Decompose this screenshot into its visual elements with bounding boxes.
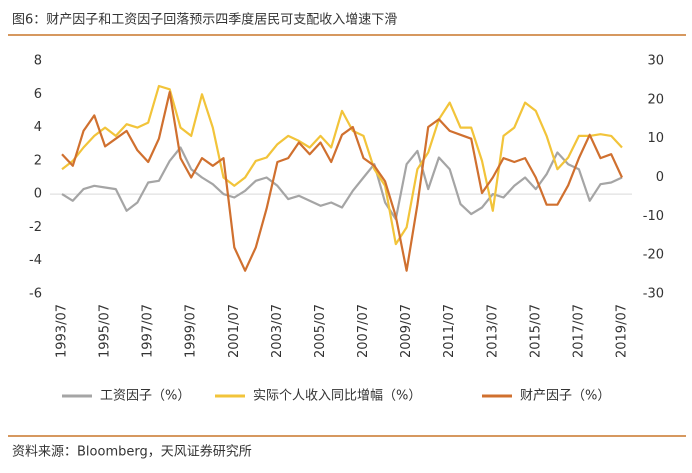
x-tick-label: 1999/07 — [184, 304, 199, 358]
series-line — [61, 84, 623, 246]
legend-label: 财产因子（%） — [520, 389, 610, 404]
y-tick-label: 4 — [34, 120, 42, 135]
x-tick-label: 2019/07 — [615, 304, 630, 358]
x-tick-label: 2017/07 — [571, 304, 586, 358]
x-tick-label: 2001/07 — [227, 304, 242, 358]
x-tick-label: 2007/07 — [356, 304, 371, 358]
y-tick-label: 6 — [34, 87, 42, 102]
x-tick-label: 2011/07 — [442, 304, 457, 358]
series-line — [61, 91, 623, 272]
series-line — [61, 146, 623, 221]
y-tick-label: 2 — [34, 153, 42, 168]
x-tick-label: 2003/07 — [270, 304, 285, 358]
x-tick-label: 2015/07 — [528, 304, 543, 358]
y2-tick-label: 20 — [647, 92, 664, 107]
x-tick-label: 1995/07 — [98, 304, 113, 358]
legend-label: 工资因子（%） — [100, 389, 190, 404]
y-tick-label: 8 — [34, 54, 42, 69]
legend-label: 实际个人收入同比增幅（%） — [253, 389, 421, 404]
y2-tick-label: 0 — [656, 170, 664, 185]
chart-title: 图6：财产因子和工资因子回落预示四季度居民可支配收入增速下滑 — [12, 12, 397, 28]
x-tick-label: 1997/07 — [141, 304, 156, 358]
y-tick-label: -6 — [29, 287, 42, 302]
x-tick-label: 2005/07 — [313, 304, 328, 358]
y2-tick-label: 10 — [647, 131, 664, 146]
y2-tick-label: -10 — [643, 209, 664, 224]
source-note: 资料来源：Bloomberg，天风证券研究所 — [12, 444, 252, 460]
y-tick-label: -4 — [29, 253, 42, 268]
y-tick-label: 0 — [34, 187, 42, 202]
y-tick-label: -2 — [29, 220, 42, 235]
x-tick-label: 2013/07 — [485, 304, 500, 358]
y2-tick-label: -30 — [643, 287, 664, 302]
y2-tick-label: -20 — [643, 248, 664, 263]
y2-tick-label: 30 — [647, 54, 664, 69]
x-tick-label: 2009/07 — [399, 304, 414, 358]
x-tick-label: 1993/07 — [55, 304, 70, 358]
